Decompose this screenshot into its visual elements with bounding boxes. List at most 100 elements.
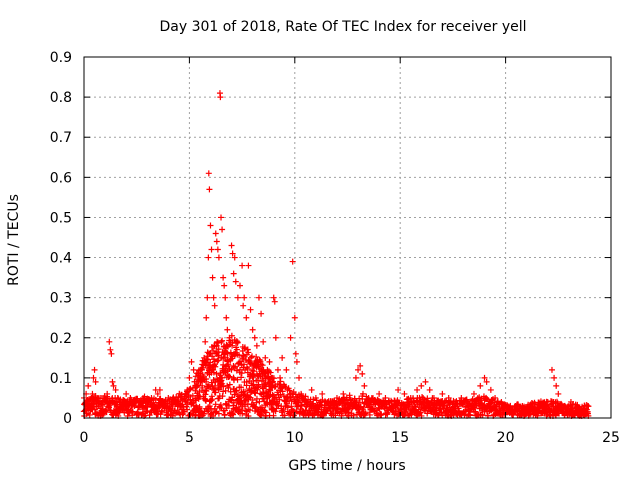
data-point <box>553 382 560 389</box>
data-point-band <box>248 353 255 360</box>
data-point <box>281 382 288 389</box>
data-point-band <box>278 385 285 392</box>
grid-layer <box>84 57 611 418</box>
data-point <box>218 214 225 221</box>
data-point <box>220 274 227 281</box>
data-point <box>211 302 218 309</box>
data-point <box>107 346 114 353</box>
data-point-band <box>246 407 253 414</box>
data-point <box>91 366 98 373</box>
data-point <box>287 334 294 341</box>
data-point <box>266 358 273 365</box>
data-point-band <box>205 407 212 414</box>
data-point-band <box>287 394 294 401</box>
data-point <box>106 338 113 345</box>
data-point <box>561 402 568 409</box>
data-point-band <box>241 397 248 404</box>
data-point-band <box>236 366 243 373</box>
data-point <box>487 386 494 393</box>
data-point-band <box>210 347 217 354</box>
data-point <box>232 278 239 285</box>
data-point <box>188 358 195 365</box>
data-point <box>206 186 213 193</box>
data-point-band <box>245 393 252 400</box>
data-point <box>192 382 199 389</box>
data-point <box>262 354 269 361</box>
data-point <box>340 390 347 397</box>
data-point <box>430 394 437 401</box>
data-point <box>240 302 247 309</box>
data-point <box>144 398 151 405</box>
data-point <box>293 358 300 365</box>
data-point <box>407 394 414 401</box>
y-tick-label: 0 <box>63 411 72 427</box>
data-point <box>296 374 303 381</box>
data-point <box>229 250 236 257</box>
y-tick-label: 0.7 <box>50 130 72 146</box>
data-point-band <box>213 375 220 382</box>
data-point-band <box>143 403 150 410</box>
data-point <box>104 390 111 397</box>
data-point-band <box>267 369 274 376</box>
data-point-band <box>219 380 226 387</box>
data-point <box>584 402 591 409</box>
data-point-band <box>269 391 276 398</box>
data-point <box>426 386 433 393</box>
data-point <box>228 242 235 249</box>
data-point-band <box>146 412 153 419</box>
data-point-band <box>222 354 229 361</box>
data-point-band <box>211 362 218 369</box>
data-point-band <box>277 391 284 398</box>
data-point <box>319 390 326 397</box>
data-point-band <box>226 381 233 388</box>
data-point-band <box>214 358 221 365</box>
y-axis-ticks: 0 0.1 0.2 0.3 0.4 0.5 0.6 0.7 0.8 0.9 <box>50 50 611 427</box>
x-tick-label: 20 <box>497 430 515 446</box>
y-tick-label: 0.9 <box>50 50 72 66</box>
data-point <box>210 294 217 301</box>
data-point-band <box>212 401 219 408</box>
data-point <box>435 398 442 405</box>
data-point-band <box>230 399 237 406</box>
data-point-band <box>255 383 262 390</box>
data-point-band <box>133 395 140 402</box>
data-point <box>87 406 94 413</box>
data-point <box>511 406 518 413</box>
data-point <box>112 386 119 393</box>
data-point <box>346 394 353 401</box>
data-point <box>388 398 395 405</box>
data-point <box>492 394 499 401</box>
data-point <box>222 294 229 301</box>
data-point <box>208 246 215 253</box>
data-point-band <box>269 378 276 385</box>
x-tick-label: 25 <box>602 430 620 446</box>
x-tick-label: 0 <box>80 430 89 446</box>
data-point <box>214 246 221 253</box>
data-point <box>241 294 248 301</box>
data-point-band <box>558 400 565 407</box>
data-point <box>213 238 220 245</box>
data-point <box>302 398 309 405</box>
data-point <box>548 366 555 373</box>
data-point <box>401 390 408 397</box>
data-point-band <box>247 360 254 367</box>
y-tick-label: 0.1 <box>50 371 72 387</box>
data-point <box>224 326 231 333</box>
data-point <box>239 262 246 269</box>
data-point <box>382 394 389 401</box>
data-point-band <box>415 406 422 413</box>
x-tick-label: 10 <box>286 430 304 446</box>
data-point <box>544 398 551 405</box>
data-point <box>165 394 172 401</box>
data-point <box>477 382 484 389</box>
data-point <box>201 354 208 361</box>
data-point <box>93 398 100 405</box>
data-point-band <box>279 388 286 395</box>
data-point <box>365 394 372 401</box>
data-point <box>95 402 102 409</box>
data-point <box>230 270 237 277</box>
data-point <box>567 398 574 405</box>
data-point-band <box>249 397 256 404</box>
data-point-band <box>225 361 232 368</box>
data-point <box>236 282 243 289</box>
